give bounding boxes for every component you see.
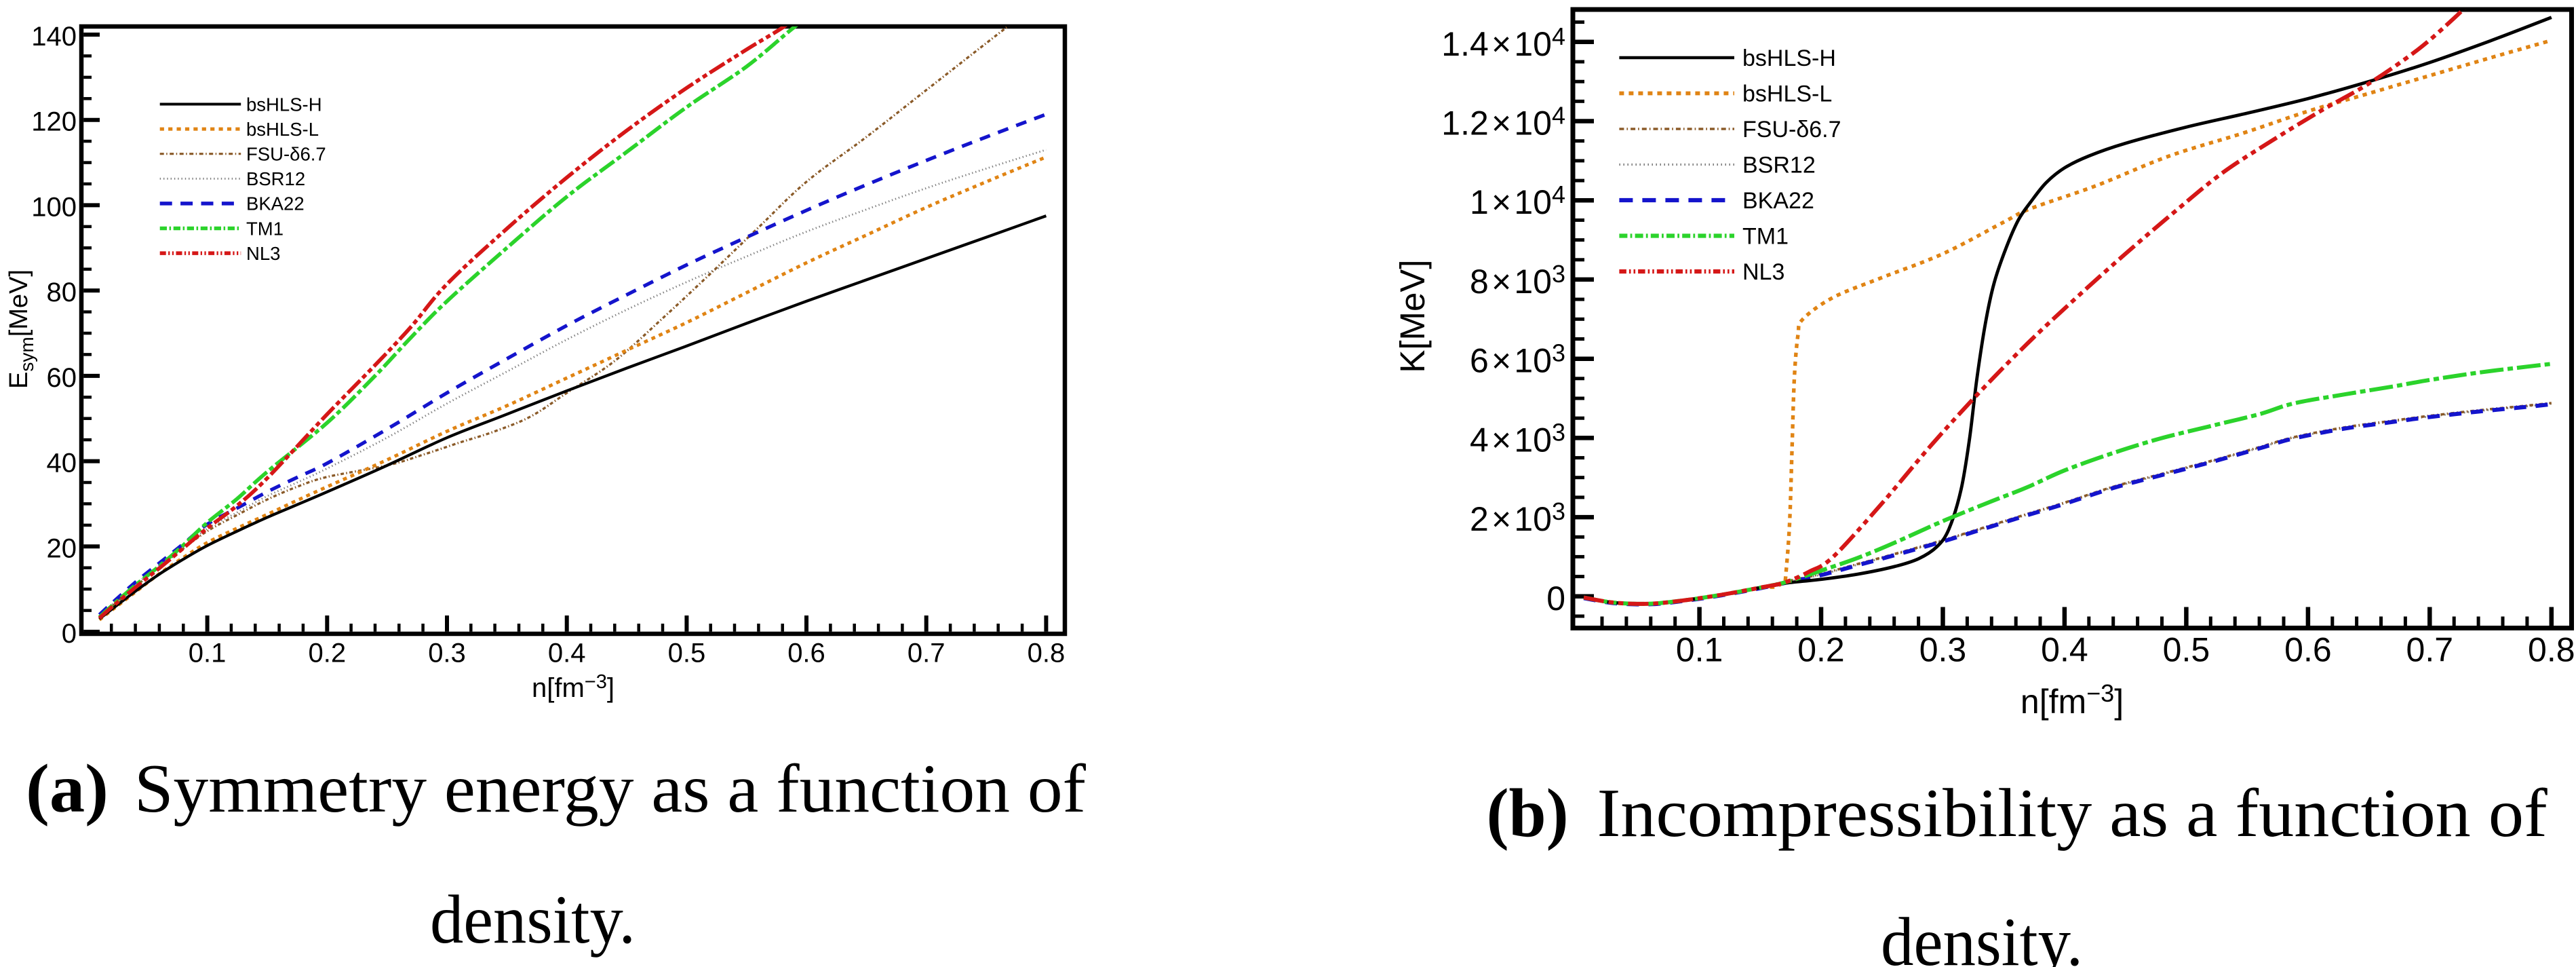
svg-text:60: 60 [47, 363, 77, 393]
svg-text:Symmetry energy as a function: Symmetry energy as a function of [134, 751, 1086, 827]
svg-text:BSR12: BSR12 [246, 168, 305, 189]
svg-text:80: 80 [47, 278, 77, 307]
svg-text:4 × 103: 4 × 103 [1470, 418, 1565, 459]
svg-text:0.5: 0.5 [2163, 631, 2210, 669]
svg-text:Esym[MeV]: Esym[MeV] [5, 269, 37, 389]
svg-text:0.3: 0.3 [1919, 631, 1967, 669]
svg-text:8 × 103: 8 × 103 [1470, 260, 1565, 301]
svg-text:0.7: 0.7 [908, 639, 945, 668]
svg-text:FSU-δ6.7: FSU-δ6.7 [1742, 117, 1841, 143]
svg-text:0.8: 0.8 [2528, 631, 2575, 669]
svg-text:1.4 × 104: 1.4 × 104 [1441, 22, 1565, 63]
svg-text:0.6: 0.6 [2284, 631, 2332, 669]
svg-text:NL3: NL3 [246, 243, 280, 264]
svg-text:2 × 103: 2 × 103 [1470, 497, 1565, 538]
svg-text:BKA22: BKA22 [246, 193, 305, 214]
svg-text:0.6: 0.6 [787, 639, 825, 668]
svg-text:BSR12: BSR12 [1742, 153, 1816, 178]
svg-text:NL3: NL3 [1742, 259, 1784, 285]
svg-text:K[MeV]: K[MeV] [1393, 259, 1432, 373]
svg-text:40: 40 [47, 449, 77, 478]
svg-text:100: 100 [31, 192, 77, 222]
svg-text:1.2 × 104: 1.2 × 104 [1441, 102, 1565, 143]
svg-text:0.1: 0.1 [189, 639, 227, 668]
svg-text:0.7: 0.7 [2406, 631, 2454, 669]
svg-text:0: 0 [1546, 580, 1565, 618]
svg-text:0.2: 0.2 [1797, 631, 1845, 669]
svg-text:0.4: 0.4 [548, 639, 586, 668]
svg-text:TM1: TM1 [1742, 224, 1789, 250]
svg-text:bsHLS-H: bsHLS-H [246, 94, 322, 115]
svg-text:120: 120 [31, 107, 77, 137]
svg-text:bsHLS-L: bsHLS-L [246, 119, 319, 140]
svg-text:1 × 104: 1 × 104 [1470, 181, 1565, 221]
svg-text:0: 0 [62, 619, 77, 649]
svg-text:TM1: TM1 [246, 218, 284, 239]
svg-text:BKA22: BKA22 [1742, 188, 1814, 214]
svg-text:0.2: 0.2 [308, 639, 346, 668]
svg-text:FSU-δ6.7: FSU-δ6.7 [246, 144, 326, 165]
svg-text:density.: density. [1881, 904, 2083, 967]
svg-text:(b): (b) [1487, 775, 1569, 852]
svg-text:0.8: 0.8 [1028, 639, 1066, 668]
svg-text:0.5: 0.5 [668, 639, 706, 668]
svg-text:6 × 103: 6 × 103 [1470, 339, 1565, 380]
svg-text:density.: density. [430, 881, 636, 958]
svg-text:bsHLS-L: bsHLS-L [1742, 81, 1832, 107]
svg-text:140: 140 [31, 22, 77, 52]
svg-text:(a): (a) [26, 751, 109, 827]
svg-text:0.4: 0.4 [2041, 631, 2088, 669]
svg-text:bsHLS-H: bsHLS-H [1742, 45, 1836, 71]
svg-text:20: 20 [47, 533, 77, 563]
svg-text:0.3: 0.3 [428, 639, 466, 668]
svg-text:Incompressibility as a functio: Incompressibility as a function of [1597, 775, 2548, 852]
svg-text:0.1: 0.1 [1676, 631, 1723, 669]
